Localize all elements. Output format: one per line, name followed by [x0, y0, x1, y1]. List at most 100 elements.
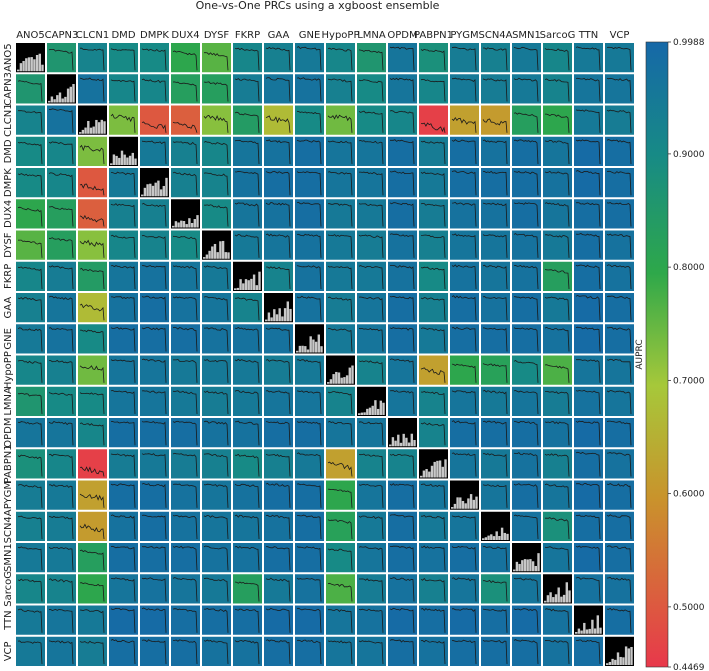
matrix-cell — [480, 573, 511, 605]
matrix-cell — [325, 73, 356, 105]
histogram-bar — [19, 63, 23, 72]
pr-curve — [544, 48, 570, 71]
pr-curve — [358, 483, 384, 508]
histogram-bar — [92, 126, 95, 134]
auprc-cell — [542, 604, 573, 636]
pr-curve — [79, 303, 105, 321]
matrix-cell — [604, 635, 635, 667]
pr-curve — [482, 420, 508, 446]
auprc-cell — [480, 354, 511, 386]
matrix-cell — [449, 323, 480, 355]
matrix-cell — [511, 354, 542, 386]
auprc-cell — [201, 323, 232, 355]
pr-curve — [79, 422, 105, 446]
pr-curve — [327, 171, 353, 196]
matrix-cell — [77, 635, 108, 667]
pr-curve — [17, 141, 43, 165]
auprc-cell — [170, 104, 201, 136]
matrix-cell — [201, 198, 232, 230]
column-label: GAA — [268, 30, 290, 41]
matrix-cell — [604, 573, 635, 605]
matrix-cell — [139, 198, 170, 230]
histogram-bar — [244, 279, 248, 290]
auprc-cell — [356, 635, 387, 667]
matrix-cell — [232, 354, 263, 386]
histogram-bar — [306, 349, 310, 353]
pr-curve — [141, 639, 167, 665]
histogram-bar — [358, 413, 361, 415]
pr-curve — [389, 327, 415, 352]
matrix-cell — [418, 135, 449, 167]
matrix-cell — [325, 135, 356, 167]
pr-curve — [389, 264, 415, 290]
histogram-bar — [58, 92, 62, 103]
pr-curve — [17, 239, 43, 258]
pr-curve — [513, 264, 539, 290]
pr-curve — [606, 233, 632, 258]
auprc-cell — [139, 104, 170, 136]
matrix-cell — [108, 292, 139, 324]
auprc-cell — [201, 167, 232, 199]
matrix-cell — [604, 542, 635, 574]
matrix-cell — [201, 417, 232, 449]
matrix-cell — [46, 510, 77, 542]
pr-curve — [358, 265, 384, 290]
pr-curve — [606, 326, 632, 352]
matrix-cell — [46, 229, 77, 261]
histogram-bar — [475, 496, 478, 509]
matrix-cell — [604, 323, 635, 355]
matrix-cell — [77, 323, 108, 355]
matrix-cell — [325, 573, 356, 605]
auprc-cell — [480, 73, 511, 105]
column-label: DMPK — [140, 30, 169, 41]
pr-curve — [482, 296, 508, 321]
pr-curve — [141, 390, 167, 415]
histogram-bar — [506, 533, 509, 540]
matrix-cell — [480, 417, 511, 449]
pr-curve — [606, 358, 632, 383]
row-label: SCN4A — [3, 509, 14, 543]
matrix-cell — [263, 354, 294, 386]
auprc-cell — [15, 479, 46, 511]
matrix-cell — [356, 167, 387, 199]
pr-curve — [172, 452, 198, 477]
histogram-bar — [182, 221, 186, 228]
histogram-bar — [588, 628, 591, 634]
pr-curve — [17, 421, 43, 446]
matrix-cell — [263, 229, 294, 261]
pr-curve — [265, 639, 291, 665]
pr-curve — [234, 139, 260, 165]
auprc-cell — [418, 323, 449, 355]
pr-curve — [482, 389, 508, 415]
matrix-cell — [294, 635, 325, 667]
matrix-cell — [46, 385, 77, 417]
pr-curve — [265, 453, 291, 477]
pr-curve — [141, 546, 167, 571]
row-label: LMNA — [3, 387, 14, 416]
matrix-cell — [573, 198, 604, 230]
matrix-cell — [418, 198, 449, 230]
pr-curve — [327, 265, 353, 290]
pr-curve — [420, 639, 446, 665]
matrix-cell — [263, 323, 294, 355]
histogram-bar — [546, 595, 550, 603]
pr-curve — [141, 358, 167, 383]
pr-curve — [265, 233, 291, 258]
pr-curve — [513, 577, 539, 602]
matrix-cell — [15, 167, 46, 199]
matrix-cell — [294, 73, 325, 105]
pr-curve — [451, 326, 477, 352]
matrix-cell — [232, 635, 263, 667]
matrix-cell — [46, 448, 77, 480]
histogram-bar — [554, 594, 558, 603]
pr-curve — [482, 484, 508, 508]
matrix-cell — [356, 260, 387, 292]
pr-curve — [79, 183, 105, 196]
pr-curve — [390, 545, 415, 571]
matrix-cell — [542, 542, 573, 574]
pr-curve — [327, 488, 353, 508]
auprc-cell — [511, 104, 542, 136]
auprc-cell — [170, 229, 201, 261]
matrix-cell — [356, 354, 387, 386]
matrix-cell — [170, 354, 201, 386]
